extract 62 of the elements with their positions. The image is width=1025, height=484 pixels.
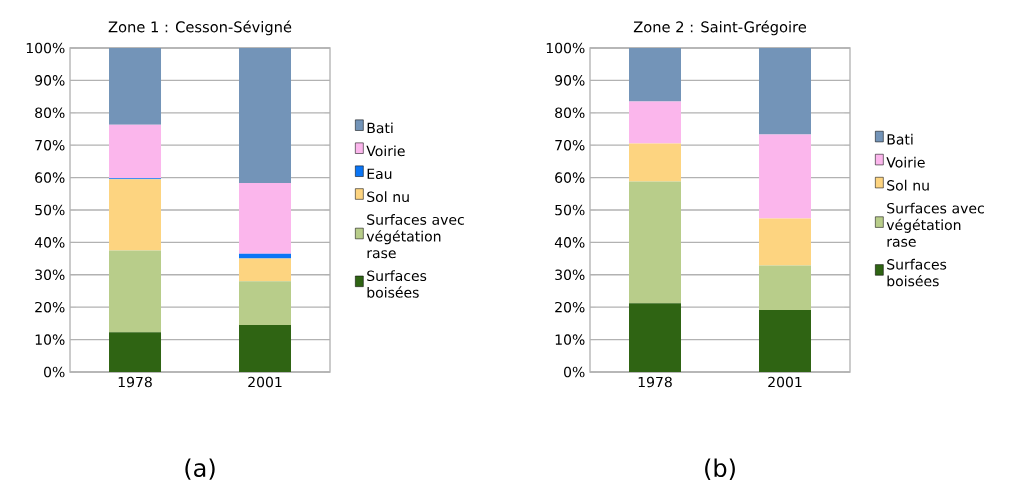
bar: [629, 143, 681, 182]
y-tick-label: 50%: [35, 204, 65, 216]
bar: [759, 47, 811, 135]
y-tick-label: 100%: [546, 42, 585, 54]
y-tick-label: 30%: [35, 269, 65, 280]
legend-label: Sol nu: [887, 179, 929, 191]
x-tick-label: 1978: [118, 376, 152, 388]
bar: [239, 281, 291, 325]
y-tick-label: 80%: [555, 107, 585, 118]
legend-label: Sol nu: [367, 191, 409, 202]
bar: [239, 324, 291, 372]
bar: [239, 182, 291, 254]
y-tick-label: 60%: [555, 172, 585, 183]
x-tick-label: 2001: [768, 376, 802, 388]
bar: [629, 101, 681, 144]
y-tick-label: 60%: [35, 172, 65, 183]
y-tick-label: 90%: [555, 74, 585, 86]
x-tick-label: 1978: [638, 376, 672, 388]
y-tick-label: 100%: [26, 42, 65, 54]
y-tick-label: 20%: [555, 301, 585, 313]
y-tick-label: 20%: [35, 301, 65, 313]
bar: [109, 331, 162, 372]
bar: [759, 218, 811, 266]
bar: [239, 258, 291, 282]
legend-label: Surfaces boisées: [887, 258, 947, 287]
bar: [759, 265, 811, 310]
y-tick-label: 10%: [35, 334, 65, 345]
bar: [109, 47, 162, 125]
legend-label: Bati: [887, 133, 913, 145]
y-tick-label: 0%: [564, 366, 585, 378]
bar: [109, 124, 162, 179]
bar: [759, 134, 811, 219]
bar: [759, 309, 811, 372]
legend-label: Surfaces avec végétation rase: [366, 213, 464, 259]
legend-label: Surfaces avec végétation rase: [886, 202, 984, 247]
y-tick-label: 40%: [34, 236, 65, 248]
bar: [109, 179, 162, 251]
bar: [109, 250, 162, 332]
y-tick-label: 70%: [555, 139, 585, 151]
legend-label: Voirie: [886, 156, 925, 168]
y-tick-label: 50%: [555, 204, 585, 216]
y-tick-label: 70%: [35, 139, 65, 151]
legend-label: Bati: [367, 122, 393, 134]
bar: [629, 303, 681, 372]
bar: [239, 253, 291, 259]
legend-label: Voirie: [366, 145, 405, 157]
chart-title: Zone 1 : Cesson-Sévigné: [108, 20, 292, 36]
legend-label: Surfaces boisées: [367, 270, 427, 298]
y-tick-label: 0%: [44, 366, 65, 378]
y-tick-label: 90%: [35, 74, 65, 86]
y-tick-label: 10%: [555, 334, 585, 345]
text: (b): [705, 458, 735, 480]
x-tick-label: 2001: [248, 376, 282, 388]
text: (a): [185, 458, 215, 480]
y-tick-label: 40%: [554, 236, 585, 248]
bar: [629, 181, 681, 304]
y-tick-label: 30%: [555, 269, 585, 280]
y-tick-label: 80%: [35, 107, 65, 118]
legend-label: Eau: [367, 168, 392, 179]
chart-title: Zone 2 : Saint-Grégoire: [633, 20, 807, 36]
bar: [239, 47, 291, 183]
bar: [629, 47, 681, 102]
